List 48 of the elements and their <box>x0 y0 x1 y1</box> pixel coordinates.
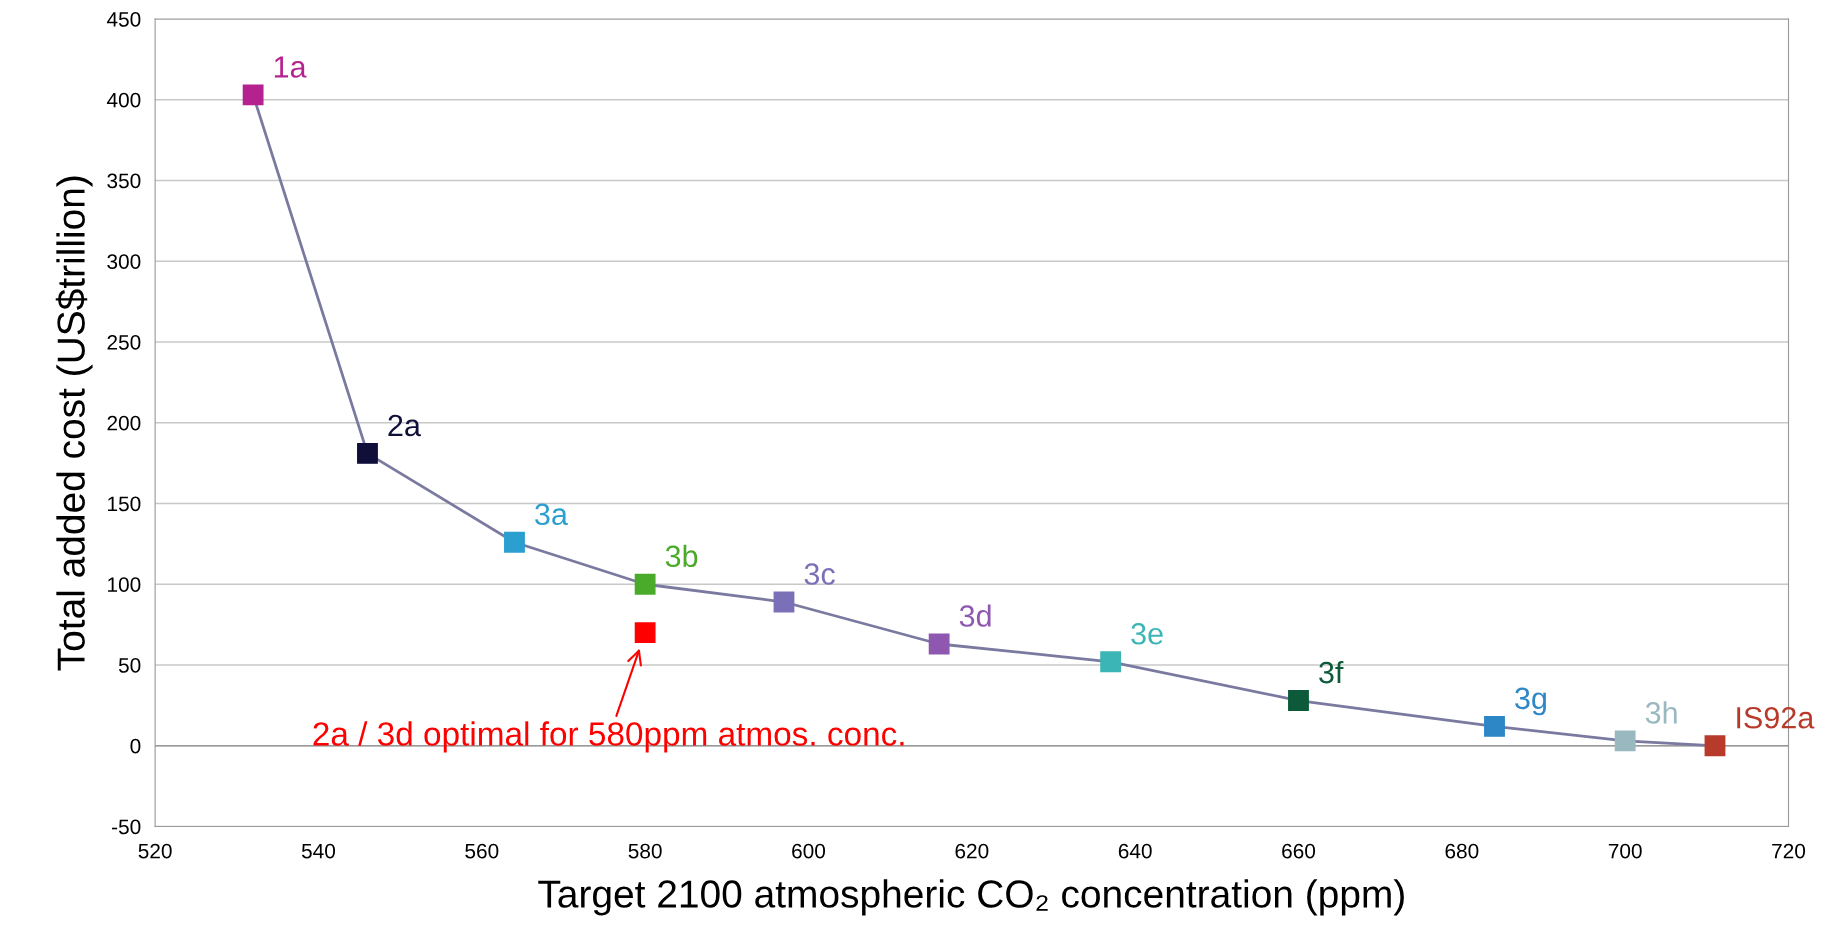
point <box>928 633 950 655</box>
y-axis-title: Total added cost (US$trillion) <box>55 176 93 671</box>
x-tick-label: 720 <box>1772 843 1806 859</box>
series-label: 2a <box>388 414 421 437</box>
x-tick-label: 700 <box>1608 843 1642 859</box>
y-tick-label: 200 <box>107 415 141 431</box>
x-tick-label: 540 <box>301 843 336 859</box>
y-tick-label: 50 <box>118 658 141 673</box>
point <box>773 591 795 613</box>
series-label: 3a <box>535 503 568 526</box>
y-tick-label: 450 <box>106 12 141 27</box>
y-tick-label: 400 <box>106 92 141 108</box>
series-label: 3h <box>1645 701 1677 724</box>
x-tick-label: 560 <box>465 843 499 859</box>
point <box>357 443 378 464</box>
series-label: 3c <box>804 563 835 585</box>
x-tick-label: 580 <box>628 843 662 859</box>
point <box>242 84 264 106</box>
x-tick-label: 640 <box>1118 843 1152 859</box>
y-tick-label: -50 <box>112 819 141 835</box>
series-label: 1a <box>274 56 307 78</box>
x-axis-title: Target 2100 atmospheric CO₂ concentration (ppm) <box>538 879 1404 916</box>
x-tick-label: 600 <box>792 843 826 859</box>
x-tick-label: 680 <box>1445 843 1479 859</box>
point <box>1704 735 1726 757</box>
x-tick-label: 660 <box>1282 843 1316 859</box>
point <box>634 573 656 595</box>
series-label: 3b <box>665 544 698 568</box>
series-label: 3f <box>1319 660 1344 684</box>
y-tick-label: 100 <box>108 577 141 592</box>
y-tick-label: 150 <box>108 496 141 512</box>
point <box>1484 715 1505 737</box>
y-tick-label: 350 <box>107 173 141 189</box>
point <box>1288 690 1309 711</box>
y-tick-label: 300 <box>107 254 141 269</box>
point <box>1100 651 1122 673</box>
y-tick-label: 250 <box>107 335 141 350</box>
y-tick-label: 0 <box>130 738 141 754</box>
x-tick-label: 520 <box>138 843 172 859</box>
x-tick-label: 620 <box>955 843 989 859</box>
series-label: 3g <box>1515 687 1546 716</box>
point <box>634 622 656 644</box>
annotation: 2a / 3d optimal for 580ppm atmos. conc. <box>313 721 904 753</box>
series-label: 3d <box>959 604 991 627</box>
series-label: 3e <box>1131 622 1163 645</box>
point <box>504 531 525 553</box>
point <box>1614 730 1636 752</box>
series-label: IS92a <box>1737 706 1815 729</box>
